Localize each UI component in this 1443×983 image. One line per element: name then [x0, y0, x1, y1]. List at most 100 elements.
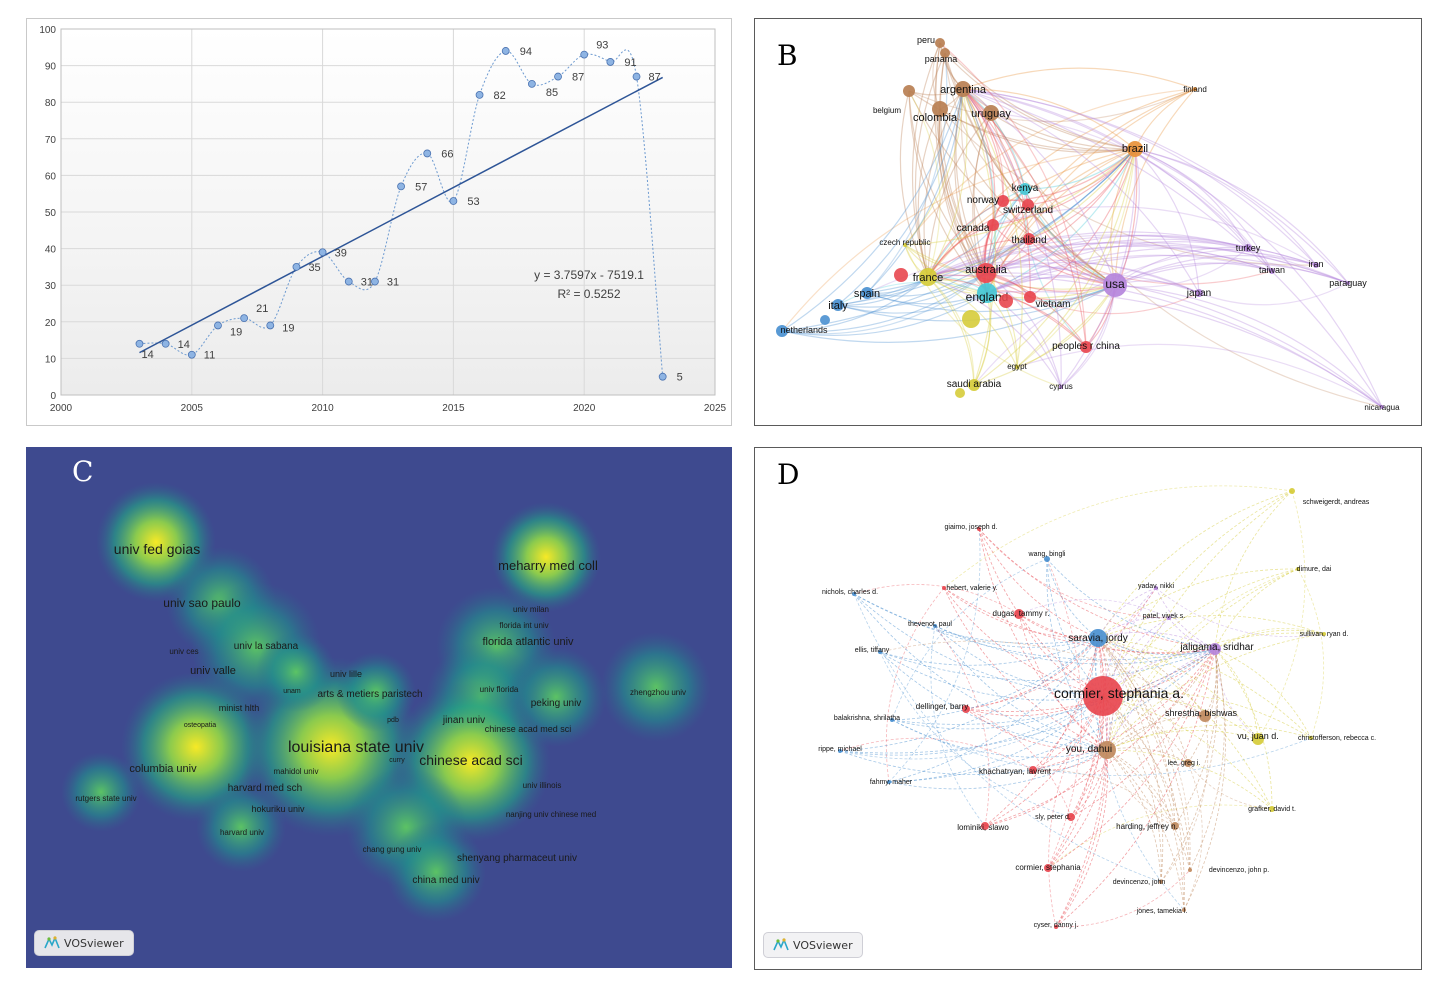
network-edge — [986, 276, 1116, 294]
data-point — [266, 321, 275, 330]
network-edge — [1106, 724, 1312, 751]
network-edge — [1106, 749, 1185, 911]
network-edge — [985, 272, 1087, 348]
network-node — [999, 294, 1013, 308]
network-edge — [781, 276, 929, 332]
network-edge — [973, 247, 1249, 386]
data-point — [606, 58, 615, 66]
network-node-label: dellinger, barry — [916, 702, 968, 711]
network-edge — [1198, 282, 1349, 306]
network-edge — [891, 719, 1108, 758]
heatmap-label: meharry med coll — [498, 558, 598, 573]
network-node — [1244, 244, 1252, 252]
data-point — [187, 350, 196, 359]
network-edge — [1018, 599, 1170, 619]
x-tick-label: 2025 — [704, 403, 727, 414]
network-edge — [1016, 343, 1383, 408]
network-edge — [978, 528, 1170, 619]
network-edge — [1187, 648, 1217, 764]
network-node — [962, 705, 970, 713]
network-edge — [1106, 568, 1299, 751]
network-edge — [1183, 762, 1203, 911]
network-node — [1014, 609, 1024, 619]
network-edge — [1214, 648, 1273, 810]
network-edge — [1134, 148, 1249, 249]
network-edge — [1106, 749, 1162, 883]
network-node-label: fahmy, maher — [870, 779, 913, 786]
network-node-label: devincenzo, john p. — [1209, 867, 1269, 874]
network-edge — [986, 292, 1062, 388]
network-node-label: brazil — [1122, 143, 1148, 155]
data-point — [344, 277, 353, 286]
data-point — [135, 339, 144, 348]
network-edge — [927, 276, 1062, 388]
network-edge — [962, 88, 1005, 202]
network-edge — [1018, 613, 1108, 751]
network-node — [955, 81, 971, 97]
network-edge — [888, 749, 1108, 790]
network-edge — [930, 625, 986, 827]
network-node — [1054, 925, 1058, 929]
network-node-label: peoples r china — [1052, 341, 1120, 352]
network-edge — [934, 625, 1104, 697]
network-node — [977, 283, 997, 303]
network-node — [903, 243, 907, 247]
network-edge — [927, 276, 975, 386]
network-edge — [962, 88, 1023, 368]
network-node-label: christofferson, rebecca c. — [1298, 735, 1376, 742]
network-edge — [1047, 648, 1216, 869]
network-node — [1269, 806, 1275, 812]
network-edge — [934, 42, 988, 294]
network-edge — [1114, 262, 1273, 286]
plot-border — [60, 28, 716, 396]
network-edge — [1046, 558, 1108, 751]
network-edge — [985, 272, 1062, 388]
network-edge — [985, 272, 1383, 408]
network-node — [1346, 281, 1350, 285]
network-edge — [1055, 648, 1216, 928]
network-edge — [1102, 692, 1312, 739]
network-edge — [1028, 238, 1273, 285]
network-nodes: schweigerdt, andreas giaimo, joseph d. wan… — [818, 488, 1376, 929]
network-edge — [1114, 262, 1349, 286]
network-node — [987, 219, 999, 231]
network-edge — [1028, 148, 1136, 240]
network-edge — [904, 88, 1196, 246]
data-point — [527, 80, 536, 88]
network-edge — [1085, 148, 1138, 348]
data-point — [449, 197, 458, 205]
heatmap-label: univ illinois — [523, 781, 562, 790]
data-point — [318, 248, 327, 257]
heatmap-label: louisiana state univ — [288, 739, 424, 756]
network-edge — [962, 88, 1026, 190]
network-edge — [923, 88, 964, 278]
network-edge — [927, 88, 968, 278]
network-edge — [888, 637, 1099, 783]
network-node — [832, 299, 844, 311]
network-edge — [934, 625, 1108, 751]
network-node — [1193, 87, 1197, 91]
heatmap-label: florida atlantic univ — [482, 636, 574, 648]
network-edge — [904, 88, 964, 246]
network-node-label: grafker, david t. — [1248, 806, 1296, 813]
data-point — [240, 314, 249, 323]
network-edge — [866, 148, 1136, 294]
network-edge — [1097, 637, 1185, 911]
network-edge — [962, 88, 1249, 249]
network-edge — [986, 254, 1273, 294]
data-label: 21 — [256, 303, 268, 315]
network-edge — [927, 188, 1026, 278]
network-edge — [985, 272, 1116, 292]
network-node — [1322, 632, 1326, 636]
network-node-label: giaimo, joseph d. — [945, 524, 998, 531]
network-edge — [1102, 648, 1216, 697]
data-label: 14 — [141, 349, 153, 361]
y-tick-label: 40 — [45, 245, 57, 256]
network-node — [861, 287, 873, 299]
heatmap-label: univ la sabana — [234, 641, 299, 652]
network-edge — [1214, 629, 1325, 650]
network-edge — [962, 88, 1031, 298]
network-edge — [1048, 695, 1104, 928]
network-edge — [927, 231, 1249, 278]
network-edge — [1027, 148, 1136, 206]
